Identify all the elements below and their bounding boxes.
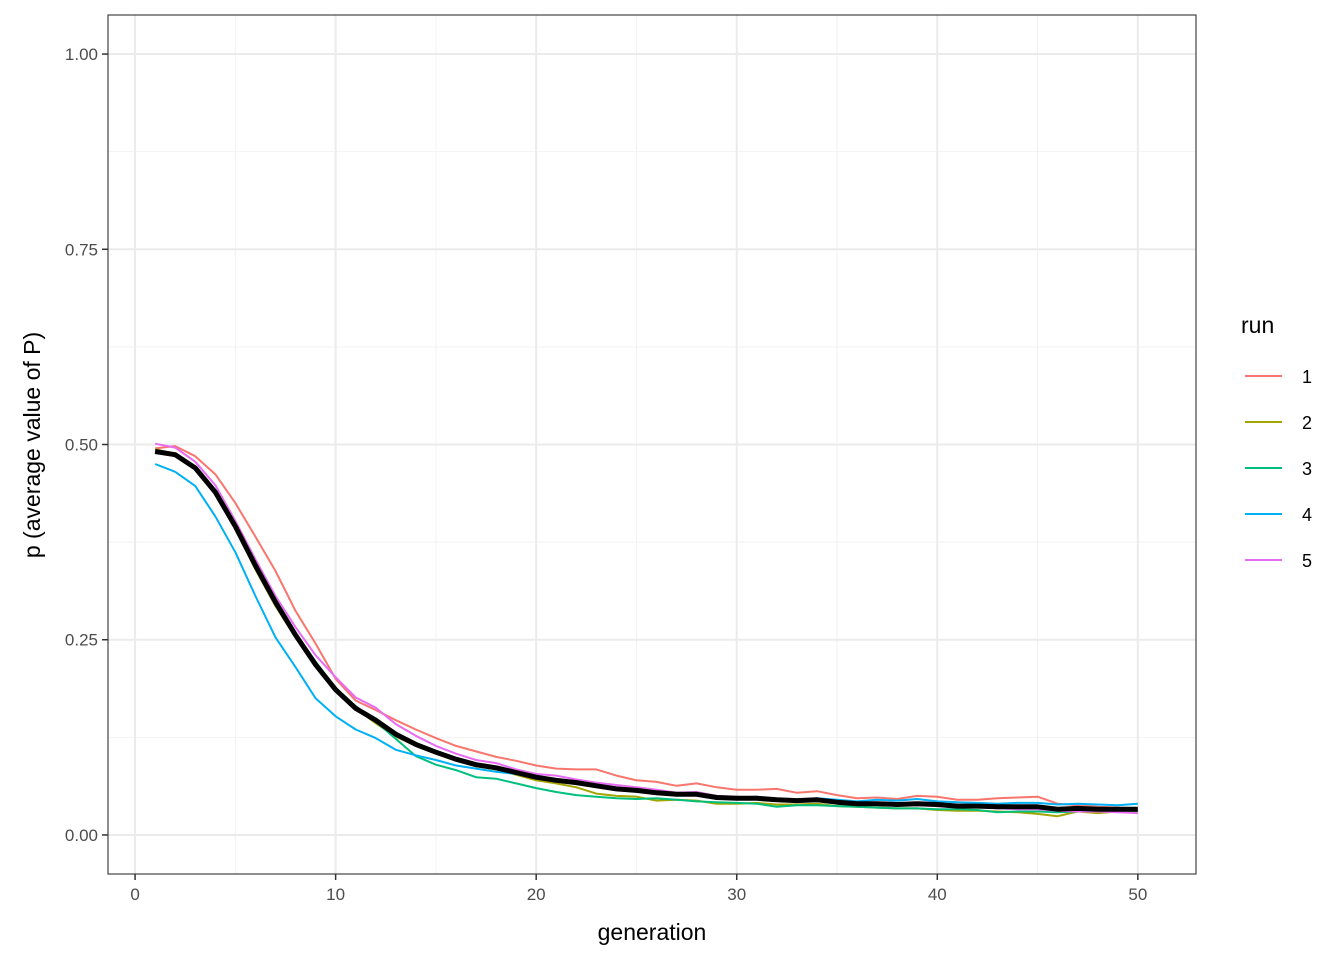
legend: run 1 2 3 4 5 xyxy=(1241,312,1312,571)
x-tick-label: 50 xyxy=(1128,885,1147,904)
y-tick-label: 0.75 xyxy=(65,240,98,259)
legend-item-run-4: 4 xyxy=(1245,505,1312,525)
legend-title: run xyxy=(1241,312,1274,338)
y-tick-label: 0.00 xyxy=(65,826,98,845)
series-line-run-1 xyxy=(154,445,1138,810)
x-tick-label: 40 xyxy=(928,885,947,904)
y-tick-label: 0.50 xyxy=(65,436,98,455)
legend-item-run-1: 1 xyxy=(1245,367,1312,387)
series-line-run-2 xyxy=(154,448,1138,818)
series-line-run-4 xyxy=(154,463,1138,807)
series-lines xyxy=(154,442,1138,818)
series-line-run-3 xyxy=(154,449,1138,814)
legend-label: 5 xyxy=(1302,551,1312,571)
y-tick-label: 0.25 xyxy=(65,631,98,650)
legend-label: 1 xyxy=(1302,367,1312,387)
x-tick-label: 30 xyxy=(727,885,746,904)
legend-label: 2 xyxy=(1302,413,1312,433)
x-tick-label: 0 xyxy=(130,885,139,904)
x-tick-label: 10 xyxy=(326,885,345,904)
legend-item-run-2: 2 xyxy=(1245,413,1312,433)
x-tick-label: 20 xyxy=(527,885,546,904)
y-axis-title: p (average value of P) xyxy=(19,332,45,558)
mean-line xyxy=(154,449,1138,812)
legend-label: 4 xyxy=(1302,505,1312,525)
y-axis: 0.00 0.25 0.50 0.75 1.00 xyxy=(65,45,108,845)
legend-item-run-3: 3 xyxy=(1245,459,1312,479)
x-axis: 0 10 20 30 40 50 xyxy=(130,874,1147,904)
series-line-run-5 xyxy=(154,442,1138,815)
y-tick-label: 1.00 xyxy=(65,45,98,64)
x-axis-title: generation xyxy=(598,919,707,945)
legend-label: 3 xyxy=(1302,459,1312,479)
legend-item-run-5: 5 xyxy=(1245,551,1312,571)
major-gridlines xyxy=(108,15,1196,874)
